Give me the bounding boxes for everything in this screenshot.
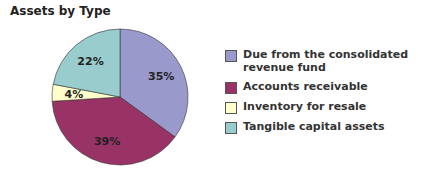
svg-text:35%: 35% xyxy=(148,70,174,83)
html-text:Accounts receivable: Accounts receivable xyxy=(243,80,368,93)
html-text:Tangible capital assets: Tangible capital assets xyxy=(243,120,385,133)
html-text:Due from the consolidated: Due from the consolidated xyxy=(243,48,409,61)
svg-text:22%: 22% xyxy=(77,55,103,68)
html-text:Inventory for resale: Inventory for resale xyxy=(243,100,367,113)
svg-text:39%: 39% xyxy=(94,135,120,148)
html-text:Assets by Type: Assets by Type xyxy=(10,4,111,18)
html-text:revenue fund: revenue fund xyxy=(243,61,326,74)
svg-text:4%: 4% xyxy=(65,88,84,101)
